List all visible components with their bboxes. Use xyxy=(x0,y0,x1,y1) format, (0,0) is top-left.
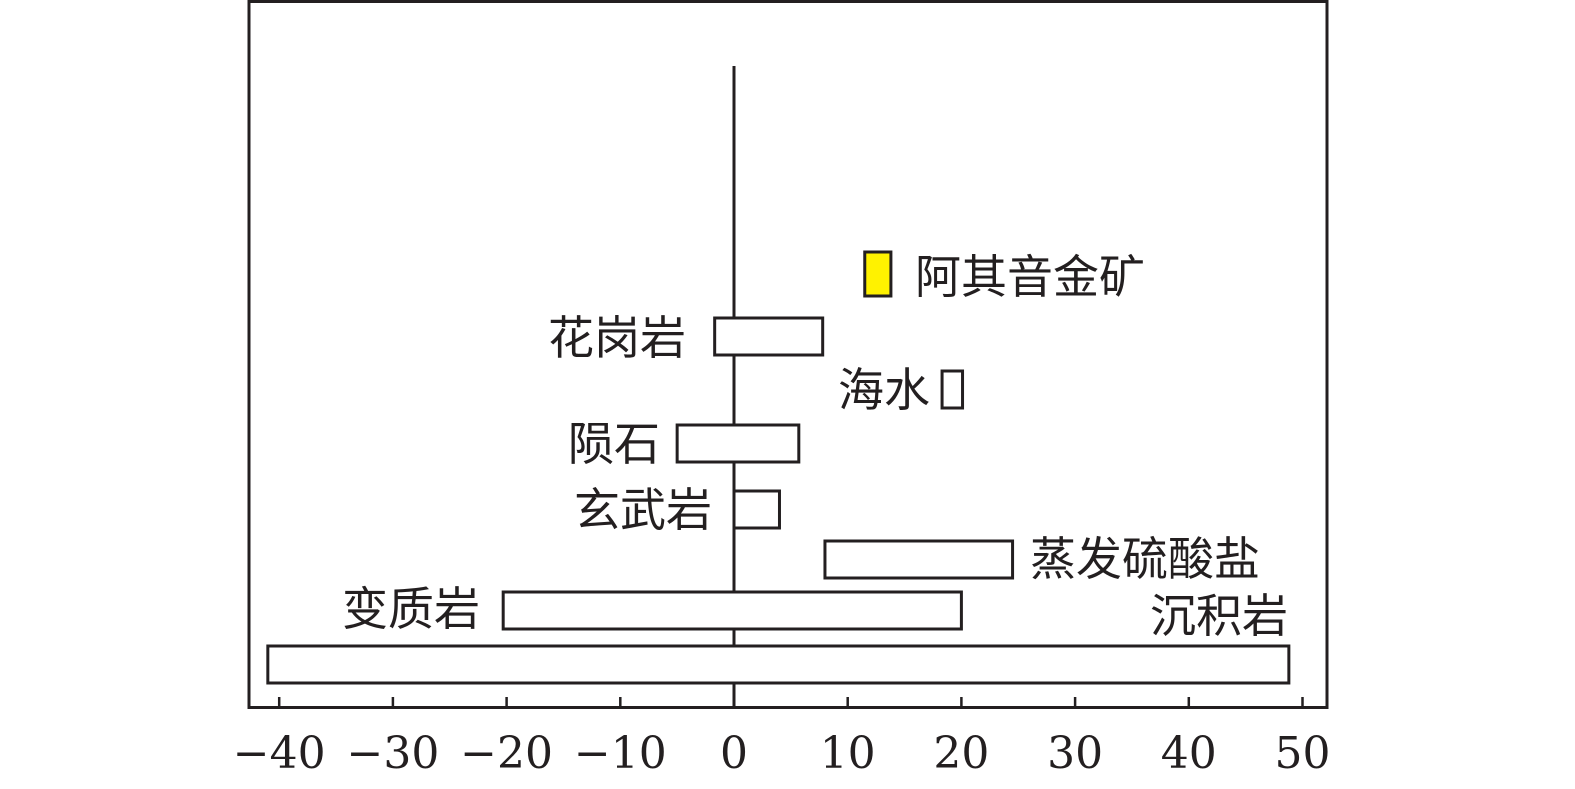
bar-range xyxy=(675,423,801,464)
x-tick-label: 50 xyxy=(1275,728,1331,779)
bar-range xyxy=(501,590,963,631)
bar-label: 玄武岩 xyxy=(574,483,712,537)
plot-frame xyxy=(247,0,1329,709)
x-tick-label: −30 xyxy=(346,728,439,779)
x-tick-label: 20 xyxy=(933,728,989,779)
bar-label: 海水 xyxy=(838,363,930,417)
bar-range xyxy=(732,489,781,530)
bar-label: 蒸发硫酸盐 xyxy=(1030,532,1260,586)
x-tick-label: 10 xyxy=(820,728,876,779)
x-tick-label: −20 xyxy=(460,728,553,779)
bar-range xyxy=(863,250,893,298)
bar-range xyxy=(940,369,965,410)
x-tick-label: 30 xyxy=(1047,728,1103,779)
x-tick-label: 40 xyxy=(1161,728,1217,779)
bar-label: 变质岩 xyxy=(342,582,480,636)
bar-label: 阿其音金矿 xyxy=(915,250,1145,304)
bars xyxy=(266,250,1291,685)
x-axis: −40 −30 −20 −10 0 10 20 30 40 50 xyxy=(233,697,1331,779)
x-tick-label: −40 xyxy=(233,728,326,779)
bar-label: 陨石 xyxy=(568,417,660,471)
bar-label: 沉积岩 xyxy=(1150,589,1288,643)
bar-range xyxy=(266,644,1291,685)
x-tick-label: 0 xyxy=(720,728,748,779)
bar-label: 花岗岩 xyxy=(548,311,686,365)
x-tick-label: −10 xyxy=(574,728,667,779)
bar-range xyxy=(823,539,1015,580)
bar-range xyxy=(713,316,825,357)
